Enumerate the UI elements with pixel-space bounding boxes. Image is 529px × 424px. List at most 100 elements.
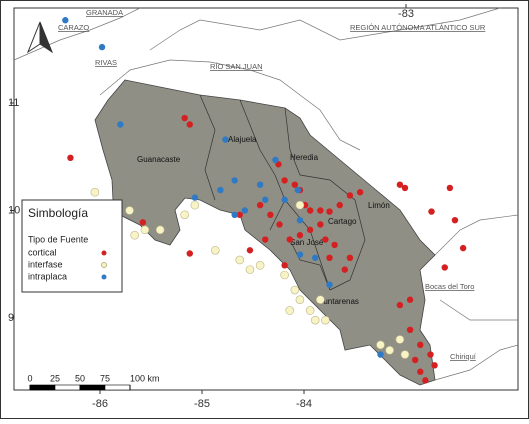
- event-point: [406, 296, 414, 303]
- costa-rica: [94, 79, 436, 386]
- event-point: [417, 341, 424, 349]
- scale-label: 100 km: [130, 373, 160, 383]
- event-point: [376, 340, 385, 350]
- event-point: [396, 301, 404, 309]
- event-point: [140, 225, 150, 235]
- event-point: [290, 285, 300, 295]
- event-point: [241, 207, 249, 214]
- event-point: [262, 236, 269, 243]
- event-point: [255, 261, 265, 270]
- event-point: [181, 114, 188, 122]
- event-point: [130, 230, 139, 240]
- event-point: [377, 351, 384, 358]
- event-point: [316, 295, 325, 305]
- event-point: [236, 211, 243, 218]
- event-point: [267, 211, 274, 218]
- event-point: [285, 306, 295, 315]
- event-point: [356, 189, 364, 196]
- legend-swatch: [101, 262, 107, 268]
- north-arrow: [26, 21, 54, 54]
- event-point: [396, 181, 404, 188]
- scale-label: 50: [75, 373, 85, 383]
- event-point: [231, 177, 238, 184]
- event-point: [98, 43, 106, 51]
- event-point: [155, 225, 165, 235]
- place-label: REGIÓN AUTÓNOMA ATLÁNTICO SUR: [350, 23, 486, 32]
- event-point: [125, 206, 134, 215]
- event-point: [296, 251, 304, 258]
- place-label: Chiriquí: [450, 352, 477, 361]
- event-point: [310, 315, 320, 325]
- event-point: [321, 315, 330, 325]
- province-label: Alajuela: [228, 135, 257, 144]
- event-point: [346, 192, 354, 199]
- legend-swatch: [101, 274, 107, 280]
- province-label: Guanacaste: [137, 155, 181, 164]
- event-point: [295, 200, 305, 210]
- event-point: [295, 295, 305, 305]
- event-point: [296, 232, 304, 239]
- event-point: [190, 200, 200, 210]
- event-point: [411, 356, 419, 364]
- scale-segment: [29, 384, 56, 391]
- scale-segment: [79, 384, 106, 391]
- event-point: [322, 236, 329, 243]
- event-point: [256, 201, 264, 209]
- event-point: [326, 208, 333, 215]
- event-point: [431, 362, 438, 369]
- event-point: [459, 244, 467, 252]
- event-point: [306, 207, 314, 214]
- event-point: [186, 121, 193, 128]
- event-point: [395, 335, 405, 344]
- event-point: [272, 156, 279, 164]
- event-point: [291, 181, 299, 188]
- event-point: [406, 326, 414, 334]
- province-label: Limón: [368, 201, 390, 210]
- event-point: [306, 226, 314, 234]
- event-point: [441, 264, 448, 271]
- event-point: [117, 121, 124, 128]
- event-point: [446, 184, 454, 192]
- lat-label: 10: [8, 204, 20, 216]
- event-point: [317, 207, 324, 214]
- event-point: [346, 254, 354, 261]
- event-point: [427, 351, 434, 358]
- legend-title: Simbología: [28, 206, 88, 220]
- province-label: Heredia: [290, 153, 319, 162]
- place-label: GRANADA: [86, 8, 123, 17]
- event-point: [62, 17, 69, 24]
- event-point: [385, 345, 394, 355]
- event-point: [235, 255, 245, 265]
- place-label: RÍO SAN JUAN: [210, 62, 263, 71]
- event-point: [139, 219, 147, 226]
- event-point: [286, 236, 293, 243]
- lon-label: -86: [92, 398, 108, 410]
- event-point: [280, 270, 289, 280]
- event-point: [428, 208, 435, 215]
- scale-segment: [54, 384, 81, 391]
- event-point: [217, 186, 224, 194]
- neighbour-borders: [13, 7, 519, 381]
- legend-subtitle: Tipo de Fuente: [28, 234, 88, 244]
- event-point: [90, 187, 100, 197]
- event-point: [326, 281, 333, 288]
- event-point: [246, 247, 254, 254]
- event-point: [245, 265, 255, 274]
- event-point: [281, 177, 288, 184]
- event-point: [331, 241, 338, 249]
- event-point: [422, 377, 429, 384]
- lon-label: -84: [296, 398, 312, 410]
- event-point: [67, 154, 74, 162]
- scale-segment: [104, 384, 131, 391]
- event-point: [191, 194, 199, 201]
- event-point: [400, 350, 410, 359]
- event-point: [336, 201, 343, 209]
- event-point: [276, 221, 283, 228]
- event-point: [451, 216, 459, 224]
- event-point: [281, 262, 288, 269]
- scale-label: 75: [100, 373, 110, 383]
- event-point: [294, 186, 302, 194]
- event-point: [417, 368, 424, 375]
- lon-label: -83: [398, 8, 414, 20]
